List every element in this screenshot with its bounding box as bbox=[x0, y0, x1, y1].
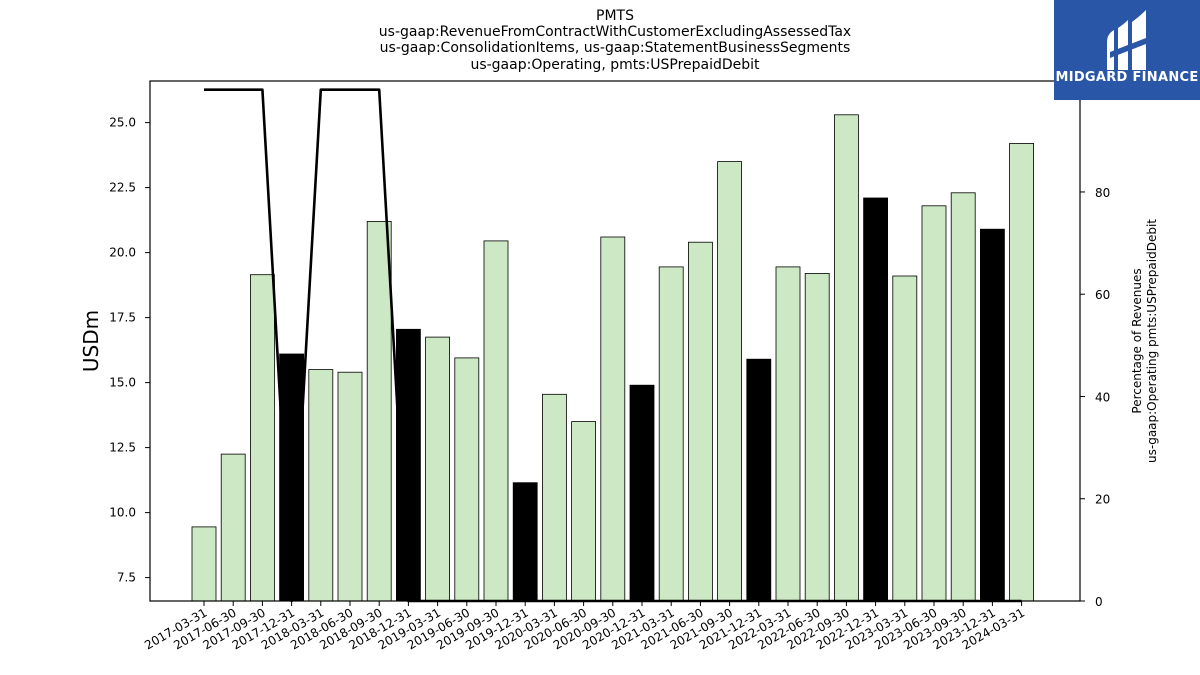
y-axis-left: 7.5 10.0 12.5 15.0 17.5 20.0 22.5 25.0 bbox=[109, 116, 150, 585]
bar-2023-03-31 bbox=[892, 275, 918, 602]
y-right-tick-label: 40 bbox=[1095, 390, 1110, 404]
y-right-tick-label: 60 bbox=[1095, 288, 1110, 302]
bar-2021-09-30 bbox=[717, 161, 742, 602]
y-left-tick-label: 17.5 bbox=[109, 311, 136, 325]
y-left-tick-label: 10.0 bbox=[109, 506, 136, 520]
bar-2021-12-31 bbox=[746, 358, 772, 602]
y-left-tick-label: 25.0 bbox=[109, 116, 136, 130]
y-left-tick-label: 12.5 bbox=[109, 441, 136, 455]
bar-2021-06-30 bbox=[688, 241, 713, 602]
bar-2019-03-31 bbox=[425, 336, 451, 602]
bar-2023-09-30 bbox=[950, 192, 976, 602]
chart-title-line-1: PMTS bbox=[596, 8, 634, 24]
bar-2021-03-31 bbox=[658, 266, 684, 602]
bar-2020-12-31 bbox=[629, 384, 655, 602]
y-left-tick-label: 7.5 bbox=[117, 571, 136, 585]
bar-2024-03-31 bbox=[1009, 142, 1034, 602]
bar-2019-09-30 bbox=[483, 240, 509, 602]
bar-2022-03-31 bbox=[775, 266, 801, 602]
bar-2020-03-31 bbox=[542, 393, 567, 602]
y-right-tick-label: 0 bbox=[1095, 595, 1103, 609]
bar-2019-12-31 bbox=[512, 482, 538, 602]
x-axis: 2017-03-312017-06-302017-09-302017-12-31… bbox=[142, 601, 1027, 652]
bar-2018-03-31 bbox=[308, 369, 334, 602]
y-left-tick-label: 20.0 bbox=[109, 246, 136, 260]
chart-title-line-3: us-gaap:ConsolidationItems, us-gaap:Stat… bbox=[380, 40, 851, 56]
bar-2020-09-30 bbox=[600, 236, 626, 602]
y-axis-right: 020406080100 bbox=[1080, 84, 1118, 609]
chart-title-line-2: us-gaap:RevenueFromContractWithCustomerE… bbox=[379, 24, 851, 40]
bar-2018-06-30 bbox=[337, 371, 363, 602]
bar-2022-06-30 bbox=[804, 272, 830, 602]
logo-mark-icon bbox=[1107, 10, 1146, 70]
chart-title: PMTS us-gaap:RevenueFromContractWithCust… bbox=[379, 8, 851, 73]
bar-2022-09-30 bbox=[834, 114, 859, 602]
bar-2017-06-30 bbox=[220, 453, 246, 602]
plot-frame bbox=[149, 80, 1081, 602]
y-left-tick-label: 22.5 bbox=[109, 181, 136, 195]
bar-2020-06-30 bbox=[571, 421, 596, 602]
y-axis-label-right-line-2: us-gaap:Operating pmts:USPrepaidDebit bbox=[1145, 219, 1159, 463]
y-left-tick-label: 15.0 bbox=[109, 376, 136, 390]
logo-text: MIDGARD FINANCE bbox=[1055, 70, 1198, 85]
chart-title-line-4: us-gaap:Operating, pmts:USPrepaidDebit bbox=[470, 57, 760, 73]
bar-series bbox=[191, 114, 1034, 602]
bar-2017-09-30 bbox=[249, 274, 275, 602]
bar-2019-06-30 bbox=[454, 357, 480, 602]
y-right-tick-label: 80 bbox=[1095, 186, 1110, 200]
y-right-tick-label: 20 bbox=[1095, 493, 1110, 507]
bar-2022-12-31 bbox=[863, 197, 888, 602]
y-axis-label-left: USDm bbox=[79, 310, 103, 372]
bar-2023-12-31 bbox=[980, 228, 1005, 602]
logo: MIDGARD FINANCE bbox=[1054, 0, 1200, 100]
bar-2018-09-30 bbox=[366, 220, 392, 602]
y-axis-label-right-line-1: Percentage of Revenues bbox=[1130, 268, 1144, 413]
bar-2023-06-30 bbox=[921, 205, 947, 602]
bar-2017-03-31 bbox=[191, 526, 217, 602]
bar-2017-12-31 bbox=[279, 353, 305, 602]
